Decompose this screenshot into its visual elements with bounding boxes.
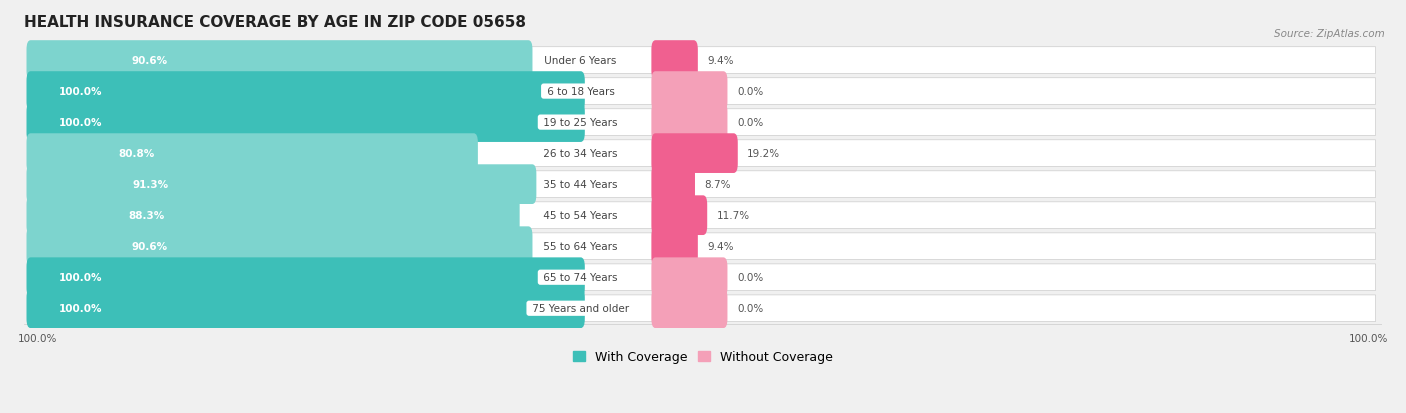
- FancyBboxPatch shape: [31, 202, 1375, 229]
- Text: 88.3%: 88.3%: [128, 211, 165, 221]
- FancyBboxPatch shape: [31, 233, 1375, 260]
- FancyBboxPatch shape: [27, 103, 585, 142]
- Text: 8.7%: 8.7%: [704, 180, 731, 190]
- Text: 19.2%: 19.2%: [747, 149, 780, 159]
- FancyBboxPatch shape: [31, 109, 1375, 136]
- Text: 0.0%: 0.0%: [737, 87, 763, 97]
- FancyBboxPatch shape: [27, 72, 585, 112]
- Text: 90.6%: 90.6%: [132, 242, 167, 252]
- FancyBboxPatch shape: [27, 41, 533, 81]
- Text: 45 to 54 Years: 45 to 54 Years: [540, 211, 621, 221]
- Text: 80.8%: 80.8%: [118, 149, 155, 159]
- FancyBboxPatch shape: [651, 72, 727, 112]
- Text: 26 to 34 Years: 26 to 34 Years: [540, 149, 621, 159]
- FancyBboxPatch shape: [27, 134, 478, 173]
- FancyBboxPatch shape: [651, 41, 697, 81]
- Text: 0.0%: 0.0%: [737, 273, 763, 282]
- Text: Under 6 Years: Under 6 Years: [541, 56, 620, 66]
- Text: Source: ZipAtlas.com: Source: ZipAtlas.com: [1274, 29, 1385, 39]
- FancyBboxPatch shape: [31, 47, 1375, 74]
- Text: 55 to 64 Years: 55 to 64 Years: [540, 242, 621, 252]
- Legend: With Coverage, Without Coverage: With Coverage, Without Coverage: [568, 346, 838, 368]
- Text: 100.0%: 100.0%: [59, 273, 101, 282]
- Text: 35 to 44 Years: 35 to 44 Years: [540, 180, 621, 190]
- Text: 90.6%: 90.6%: [132, 56, 167, 66]
- Text: 11.7%: 11.7%: [717, 211, 749, 221]
- FancyBboxPatch shape: [31, 140, 1375, 167]
- Text: 0.0%: 0.0%: [737, 304, 763, 313]
- FancyBboxPatch shape: [27, 165, 536, 204]
- FancyBboxPatch shape: [31, 264, 1375, 291]
- Text: 100.0%: 100.0%: [59, 304, 101, 313]
- FancyBboxPatch shape: [27, 227, 533, 266]
- Text: 75 Years and older: 75 Years and older: [529, 304, 633, 313]
- Text: 19 to 25 Years: 19 to 25 Years: [540, 118, 621, 128]
- Text: 9.4%: 9.4%: [707, 242, 734, 252]
- Text: 65 to 74 Years: 65 to 74 Years: [540, 273, 621, 282]
- FancyBboxPatch shape: [27, 258, 585, 297]
- FancyBboxPatch shape: [651, 134, 738, 173]
- Text: 0.0%: 0.0%: [737, 118, 763, 128]
- FancyBboxPatch shape: [31, 78, 1375, 105]
- Text: 100.0%: 100.0%: [59, 118, 101, 128]
- Text: 100.0%: 100.0%: [59, 87, 101, 97]
- FancyBboxPatch shape: [31, 295, 1375, 322]
- FancyBboxPatch shape: [651, 196, 707, 235]
- FancyBboxPatch shape: [31, 171, 1375, 198]
- Text: HEALTH INSURANCE COVERAGE BY AGE IN ZIP CODE 05658: HEALTH INSURANCE COVERAGE BY AGE IN ZIP …: [24, 15, 526, 30]
- Text: 9.4%: 9.4%: [707, 56, 734, 66]
- FancyBboxPatch shape: [651, 289, 727, 328]
- Text: 6 to 18 Years: 6 to 18 Years: [544, 87, 617, 97]
- FancyBboxPatch shape: [651, 103, 727, 142]
- Text: 91.3%: 91.3%: [132, 180, 169, 190]
- FancyBboxPatch shape: [27, 196, 520, 235]
- FancyBboxPatch shape: [651, 227, 697, 266]
- FancyBboxPatch shape: [651, 165, 695, 204]
- FancyBboxPatch shape: [27, 289, 585, 328]
- FancyBboxPatch shape: [651, 258, 727, 297]
